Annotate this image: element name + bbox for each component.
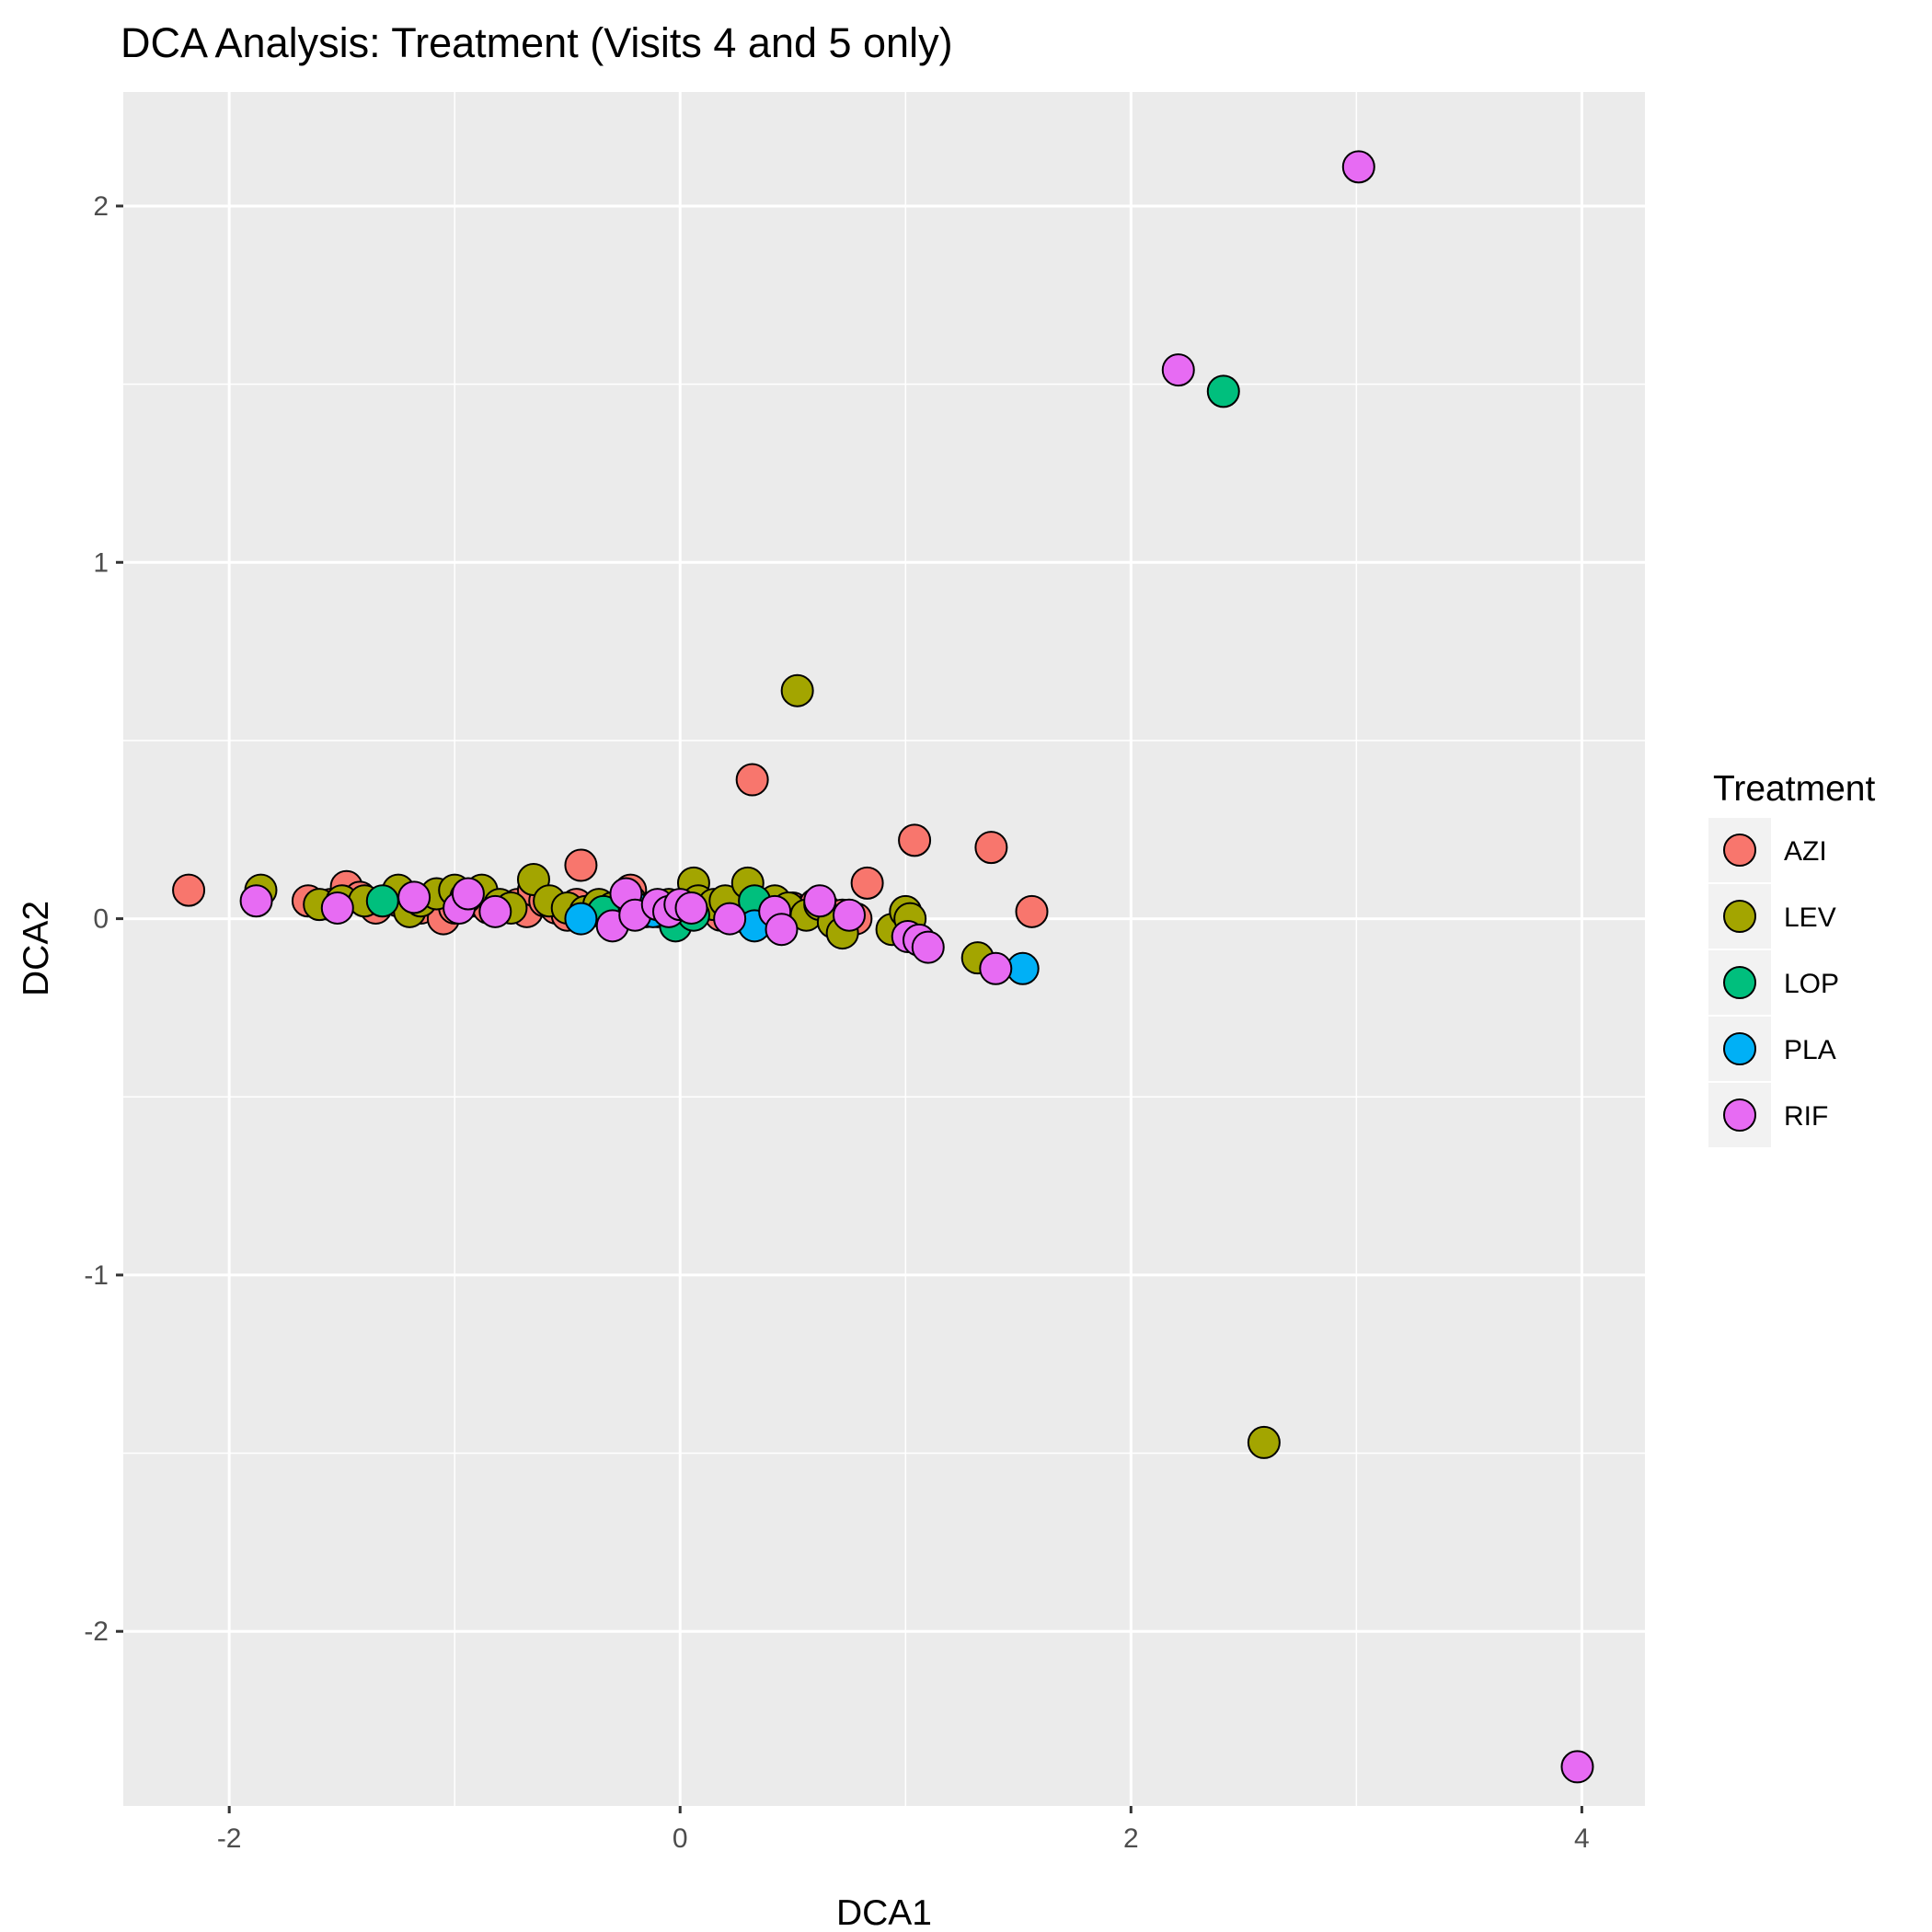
data-point [780, 673, 814, 707]
plot-panel [123, 92, 1645, 1806]
data-point [803, 884, 837, 918]
y-tick-label: 1 [93, 547, 109, 578]
data-point [713, 902, 747, 936]
data-point [1161, 353, 1195, 387]
legend-items: AZI LEV LOP PLA RIF [1707, 816, 1839, 1149]
data-point [898, 823, 932, 857]
legend-key-marker [1723, 1032, 1756, 1065]
data-point [1560, 1750, 1594, 1784]
data-point [974, 831, 1008, 865]
x-tick-label: 4 [1574, 1823, 1590, 1854]
legend-item-rif: RIF [1707, 1081, 1828, 1149]
data-point [1015, 894, 1049, 928]
data-point [735, 763, 769, 797]
legend-key-marker [1723, 900, 1756, 933]
x-tick-label: -2 [217, 1823, 242, 1854]
data-point [564, 848, 598, 882]
data-point [239, 884, 273, 918]
x-axis-title: DCA1 [836, 1893, 932, 1932]
chart-title: DCA Analysis: Treatment (Visits 4 and 5 … [121, 19, 953, 66]
legend-item-azi: AZI [1707, 816, 1827, 884]
y-tick-label: 2 [93, 191, 109, 222]
legend-item-lop: LOP [1707, 949, 1839, 1017]
legend-item-lev: LEV [1707, 882, 1836, 950]
data-point [451, 877, 485, 911]
x-tick-label: 2 [1123, 1823, 1139, 1854]
legend-label: LOP [1784, 969, 1839, 999]
data-point [765, 913, 799, 947]
data-point [397, 880, 431, 914]
y-axis: -2 -1 0 1 2 [84, 191, 123, 1647]
legend-title: Treatment [1713, 769, 1875, 809]
data-point [850, 866, 884, 900]
data-point [1341, 150, 1375, 184]
y-tick-label: 0 [93, 904, 109, 935]
data-point [979, 951, 1013, 985]
data-point [1247, 1425, 1281, 1459]
data-point [833, 898, 867, 932]
y-tick-label: -2 [84, 1616, 109, 1647]
data-point [674, 891, 708, 925]
data-point [172, 873, 206, 907]
legend-item-pla: PLA [1707, 1015, 1836, 1083]
y-axis-title: DCA2 [17, 901, 56, 996]
legend-label: LEV [1784, 903, 1836, 933]
data-point [911, 930, 945, 964]
x-axis: -2 0 2 4 [217, 1806, 1590, 1854]
data-points [172, 150, 1594, 1784]
legend-label: PLA [1784, 1035, 1836, 1065]
legend-label: RIF [1784, 1101, 1828, 1132]
x-tick-label: 0 [673, 1823, 688, 1854]
legend-key-marker [1723, 1098, 1756, 1132]
legend-key-marker [1723, 966, 1756, 999]
legend: Treatment AZI LEV LOP PLA RIF [1707, 769, 1875, 1149]
data-point [478, 894, 512, 928]
data-point [564, 902, 598, 936]
data-point [320, 891, 354, 925]
y-tick-label: -1 [84, 1260, 109, 1291]
legend-label: AZI [1784, 836, 1827, 867]
data-point [1206, 374, 1240, 408]
legend-key-marker [1723, 834, 1756, 867]
data-point [365, 884, 399, 918]
series-rif [239, 150, 1594, 1784]
